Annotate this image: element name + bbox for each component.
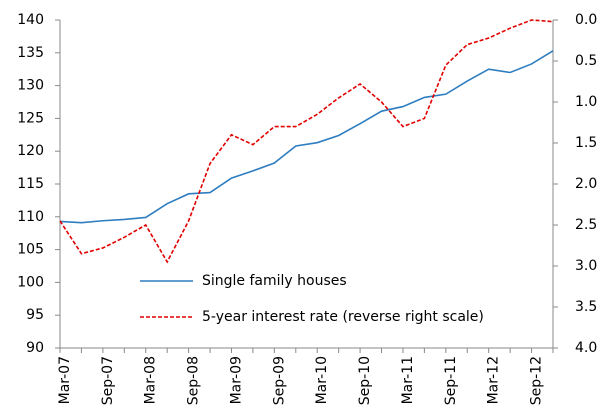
x-tick-label: Mar-08 — [143, 356, 159, 404]
legend-label: Single family houses — [202, 273, 347, 289]
y-tick-label: 95 — [26, 307, 44, 323]
x-tick-label: Mar-11 — [400, 356, 416, 404]
y2-tick-label: 2.0 — [575, 176, 597, 192]
y2-tick-label: 3.5 — [575, 299, 597, 315]
x-tick-label: Sep-11 — [443, 356, 459, 405]
x-tick-label: Mar-09 — [228, 356, 244, 404]
y2-tick-label: 0.5 — [575, 53, 597, 69]
x-tick-label: Sep-12 — [529, 356, 545, 405]
y-tick-label: 125 — [17, 110, 44, 126]
x-tick-label: Sep-09 — [271, 356, 287, 405]
y-tick-label: 130 — [17, 78, 44, 94]
y2-tick-label: 4.0 — [575, 340, 597, 356]
y-tick-label: 135 — [17, 45, 44, 61]
y2-tick-label: 1.0 — [575, 94, 597, 110]
y-tick-label: 100 — [17, 274, 44, 290]
y2-tick-label: 0.0 — [575, 12, 597, 28]
y-tick-label: 110 — [17, 209, 44, 225]
series-line — [59, 19, 554, 264]
legend-label: 5-year interest rate (reverse right scal… — [202, 309, 484, 325]
x-tick-label: Mar-12 — [486, 356, 502, 404]
y-tick-label: 105 — [17, 242, 44, 258]
series-line — [59, 50, 554, 224]
y2-tick-label: 3.0 — [575, 258, 597, 274]
y-tick-label: 90 — [26, 340, 44, 356]
y-tick-label: 140 — [17, 12, 44, 28]
x-tick-label: Sep-10 — [357, 356, 373, 405]
y2-tick-label: 2.5 — [575, 217, 597, 233]
y-tick-label: 115 — [17, 176, 44, 192]
y2-tick-label: 1.5 — [575, 135, 597, 151]
x-tick-label: Mar-07 — [57, 356, 73, 404]
x-tick-label: Mar-10 — [314, 356, 330, 404]
x-tick-label: Sep-07 — [100, 356, 116, 405]
x-tick-label: Sep-08 — [186, 356, 202, 405]
y-tick-label: 120 — [17, 143, 44, 159]
